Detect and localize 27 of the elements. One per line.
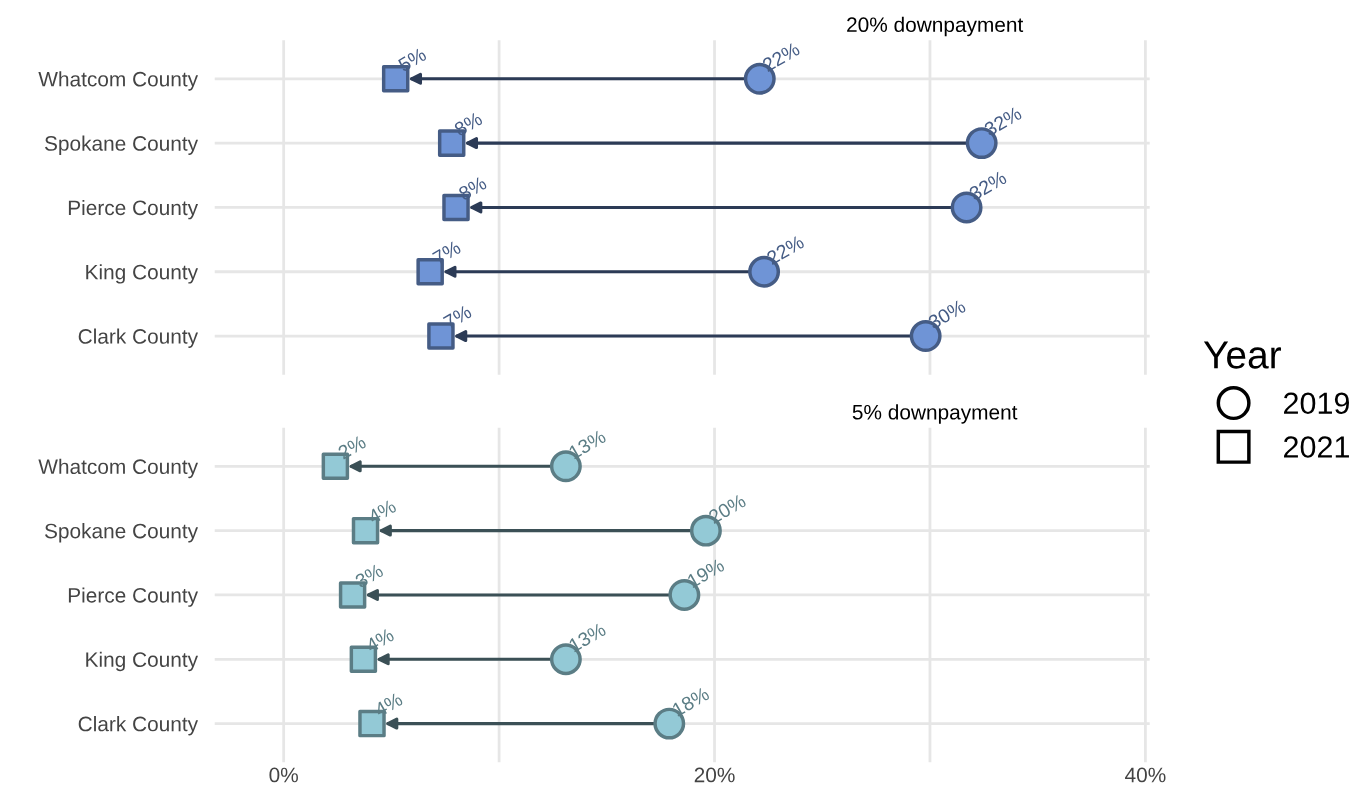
- x-tick-label: 20%: [694, 767, 735, 783]
- chart-title: 5% downpayment: [852, 404, 1018, 424]
- data-label: 30%: [927, 298, 967, 330]
- y-tick-label: King County: [86, 651, 199, 672]
- chart-title: 20% downpayment: [847, 16, 1024, 37]
- text: 2019: [1284, 392, 1350, 415]
- y-tick-label: Clark County: [78, 328, 199, 348]
- data-label: 32%: [983, 105, 1023, 137]
- y-tick-label: Pierce County: [68, 587, 199, 607]
- data-label: 20%: [707, 493, 747, 525]
- y-tick-label: Spokane County: [44, 523, 199, 543]
- y-tick-label: Whatcom County: [38, 71, 199, 91]
- y-tick-label: Pierce County: [68, 199, 199, 220]
- data-label: 13%: [568, 622, 607, 653]
- data-label: 18%: [671, 686, 711, 717]
- data-label: 19%: [686, 557, 726, 589]
- data-label: 22%: [765, 234, 805, 266]
- y-tick-label: King County: [86, 264, 199, 284]
- y-tick-label: Spokane County: [44, 135, 199, 155]
- y-tick-label: Whatcom County: [38, 458, 199, 479]
- legend-title: Year: [1203, 341, 1281, 369]
- x-tick-label: 40%: [1125, 767, 1166, 783]
- y-tick-label: Clark County: [78, 716, 199, 736]
- data-label: 32%: [968, 170, 1008, 201]
- data-label: 13%: [568, 429, 607, 460]
- x-tick-label: 0%: [269, 767, 298, 783]
- text: 2021: [1284, 436, 1349, 458]
